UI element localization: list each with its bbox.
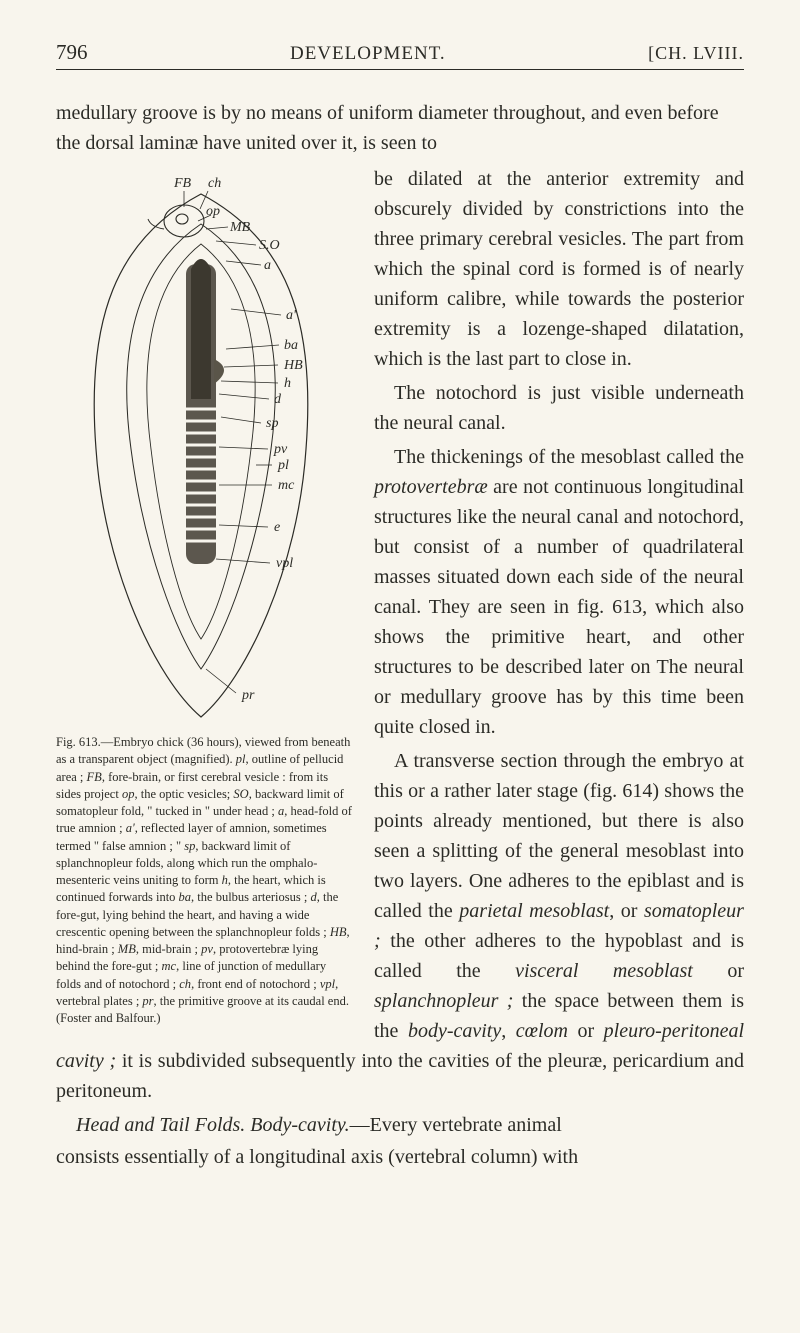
fig-label-pv: pv bbox=[273, 442, 288, 457]
body-paragraph-5: Head and Tail Folds. Body-cavity.—Every … bbox=[56, 1110, 744, 1140]
last-line: consists essentially of a longitudinal a… bbox=[56, 1142, 744, 1172]
fig-label-SO: S.O bbox=[259, 238, 280, 253]
body-italic: protovertebræ bbox=[374, 476, 488, 498]
caption-i: MB bbox=[118, 942, 136, 956]
fig-label-pr: pr bbox=[241, 688, 255, 703]
header-chapter: [CH. LVIII. bbox=[648, 43, 744, 64]
body-text: are not continuous longitudinal structur… bbox=[374, 476, 744, 738]
fig-label-a: a bbox=[264, 258, 271, 273]
caption-i: mc bbox=[162, 959, 177, 973]
caption-i: op bbox=[122, 787, 135, 801]
body-text: it is subdivided subsequently into the c… bbox=[56, 1050, 744, 1102]
figure-caption: Fig. 613.—Embryo chick (36 hours), viewe… bbox=[56, 734, 356, 1027]
body-text: The notochord is just visible underneath… bbox=[374, 382, 744, 434]
body-text: The thickenings of the mesoblast called … bbox=[394, 446, 744, 468]
caption-i: a' bbox=[126, 821, 135, 835]
caption-i: pr bbox=[142, 994, 153, 1008]
fig-label-a2: a' bbox=[286, 308, 297, 323]
fig-label-d: d bbox=[274, 392, 282, 407]
caption-i: SO bbox=[233, 787, 248, 801]
body-text: or bbox=[568, 1020, 604, 1042]
fig-label-vpl: vpl bbox=[276, 556, 293, 571]
caption-i: HB bbox=[330, 925, 347, 939]
body-italic: visceral mesoblast bbox=[515, 960, 693, 982]
page-number: 796 bbox=[56, 40, 88, 65]
fig-label-FB: FB bbox=[173, 176, 192, 191]
body-text: , or bbox=[609, 900, 644, 922]
body-italic: body-cavity bbox=[408, 1020, 501, 1042]
header-title: DEVELOPMENT. bbox=[290, 43, 446, 65]
figure-column: FB ch op MB S.O a a' ba HB h d sp pv pl bbox=[56, 164, 356, 1027]
fig-label-mc: mc bbox=[278, 478, 295, 493]
caption-i: pv bbox=[201, 942, 213, 956]
fig-label-h: h bbox=[284, 376, 291, 391]
caption-i: ba bbox=[179, 890, 192, 904]
caption-i: FB bbox=[87, 770, 102, 784]
fig-label-MB: MB bbox=[229, 220, 251, 235]
body-text: —Every vertebrate animal bbox=[350, 1114, 562, 1136]
page-content: medullary groove is by no means of unifo… bbox=[56, 98, 744, 1172]
caption-text: , mid-brain ; bbox=[136, 942, 201, 956]
intro-text: medullary groove is by no means of unifo… bbox=[56, 98, 744, 158]
caption-i: vpl bbox=[320, 977, 335, 991]
fig-label-e: e bbox=[274, 520, 280, 535]
fig-label-op: op bbox=[206, 204, 220, 219]
body-text: or bbox=[693, 960, 744, 982]
fig-label-pl: pl bbox=[277, 458, 289, 473]
embryo-figure: FB ch op MB S.O a a' ba HB h d sp pv pl bbox=[56, 164, 346, 734]
caption-text: , the bulbus arteriosus ; bbox=[191, 890, 310, 904]
caption-i: pl bbox=[236, 752, 246, 766]
body-italic: cœlom bbox=[516, 1020, 568, 1042]
fig-label-ch: ch bbox=[208, 176, 221, 191]
body-text: A transverse section through the embryo … bbox=[374, 750, 744, 922]
page-header: 796 DEVELOPMENT. [CH. LVIII. bbox=[56, 40, 744, 70]
caption-text: , the optic vesicles; bbox=[134, 787, 233, 801]
fig-label-HB: HB bbox=[283, 358, 303, 373]
body-italic: splanchnopleur ; bbox=[374, 990, 513, 1012]
caption-i: sp bbox=[184, 839, 195, 853]
fig-label-sp: sp bbox=[266, 416, 278, 431]
body-text: be dilated at the anterior extremity and… bbox=[374, 168, 744, 370]
body-text: , bbox=[501, 1020, 516, 1042]
fig-label-ba: ba bbox=[284, 338, 298, 353]
caption-i: ch bbox=[179, 977, 191, 991]
body-italic: parietal mesoblast bbox=[459, 900, 609, 922]
caption-text: , front end of notochord ; bbox=[191, 977, 320, 991]
body-italic: Head and Tail Folds. Body-cavity. bbox=[76, 1114, 350, 1136]
